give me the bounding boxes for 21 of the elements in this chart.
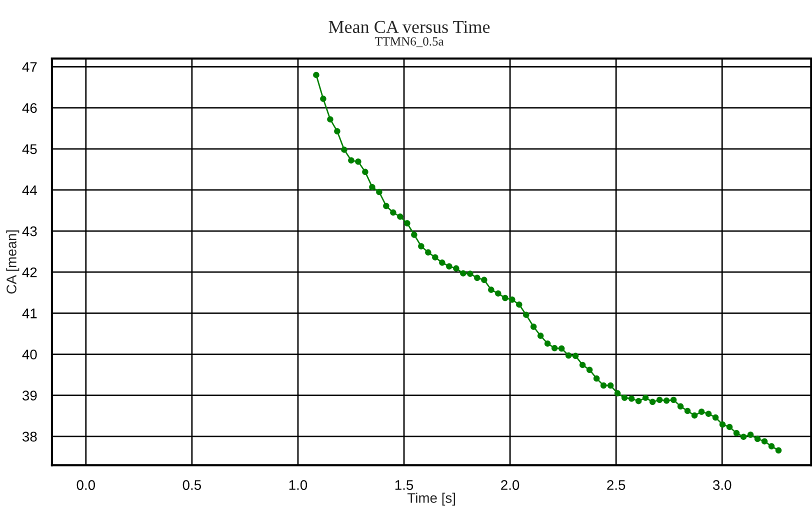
x-tick-label: 2.5 [607,480,626,490]
y-tick-label: 41 [22,308,37,318]
y-tick-label: 46 [22,103,37,113]
y-axis-title: CA [mean] [6,230,20,294]
y-tick-label: 47 [22,62,37,72]
y-tick-label: 43 [22,226,37,236]
y-tick-label: 42 [22,267,37,278]
x-axis-title: Time [s] [407,492,456,506]
y-tick-label: 45 [22,144,37,154]
y-tick-label: 39 [22,390,37,401]
x-tick-label: 0.5 [182,480,202,490]
x-tick-label: 1.0 [289,480,308,490]
chart-subtitle: TTMN6_0.5a [374,37,444,48]
x-tick-label: 1.5 [395,480,414,490]
x-tick-label: 0.0 [76,480,96,490]
x-tick-label: 3.0 [712,480,732,490]
y-tick-label: 40 [22,350,37,360]
y-tick-label: 44 [22,185,37,196]
x-tick-label: 2.0 [501,480,520,490]
chart-title: Mean CA versus Time [328,20,490,34]
y-tick-label: 38 [22,432,37,442]
